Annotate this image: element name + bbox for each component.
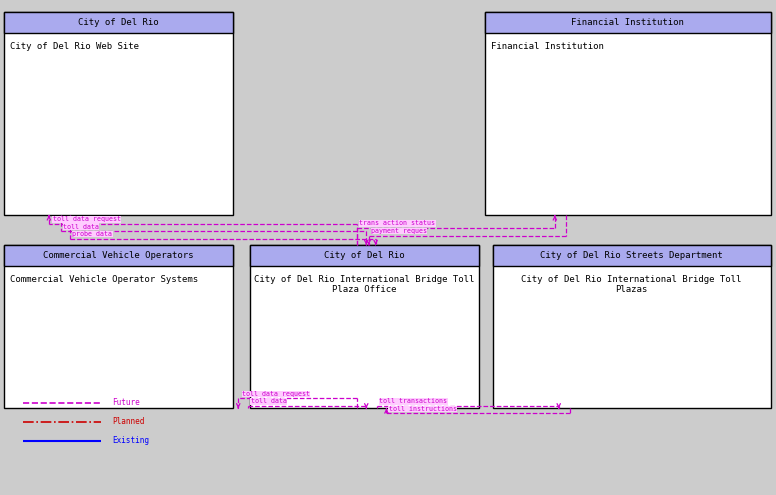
Text: Planned: Planned (113, 417, 145, 426)
Bar (485, 12, 771, 215)
Text: toll data: toll data (63, 224, 99, 230)
Text: toll data: toll data (251, 398, 286, 404)
Bar (493, 245, 771, 266)
Text: toll instructions: toll instructions (389, 406, 457, 412)
Text: Commercial Vehicle Operator Systems: Commercial Vehicle Operator Systems (10, 275, 198, 284)
Bar (250, 245, 479, 408)
Bar (250, 245, 479, 266)
Text: Financial Institution: Financial Institution (571, 18, 684, 27)
Text: City of Del Rio: City of Del Rio (78, 18, 158, 27)
Text: City of Del Rio: City of Del Rio (324, 251, 404, 260)
Text: City of Del Rio International Bridge Toll
Plaza Office: City of Del Rio International Bridge Tol… (255, 275, 474, 294)
Text: probe data: probe data (72, 231, 113, 237)
Text: Future: Future (113, 398, 140, 407)
Bar (4, 12, 233, 33)
Bar (4, 12, 233, 215)
Text: City of Del Rio Streets Department: City of Del Rio Streets Department (540, 251, 723, 260)
Text: toll transactions: toll transactions (379, 398, 448, 404)
Bar (493, 245, 771, 408)
Text: toll data request: toll data request (242, 391, 310, 397)
Text: toll data request: toll data request (53, 216, 121, 222)
Text: Commercial Vehicle Operators: Commercial Vehicle Operators (43, 251, 193, 260)
Bar (485, 12, 771, 33)
Bar (4, 245, 233, 266)
Text: Financial Institution: Financial Institution (491, 42, 604, 51)
Text: payment reques: payment reques (371, 228, 427, 234)
Text: City of Del Rio Web Site: City of Del Rio Web Site (10, 42, 139, 51)
Text: Existing: Existing (113, 436, 150, 445)
Text: City of Del Rio International Bridge Toll
Plazas: City of Del Rio International Bridge Tol… (521, 275, 742, 294)
Text: trans action status: trans action status (359, 220, 435, 226)
Bar (4, 245, 233, 408)
